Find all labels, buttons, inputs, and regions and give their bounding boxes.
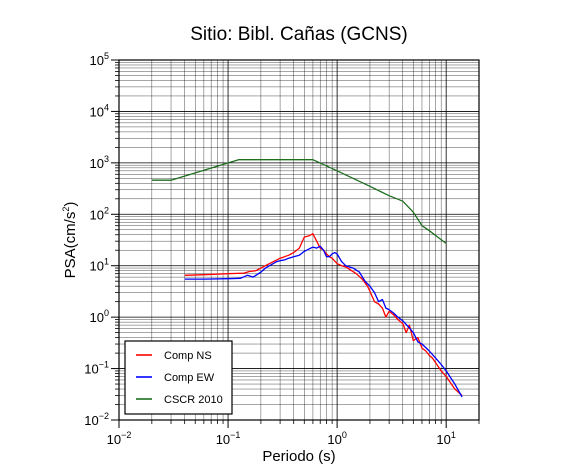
series-lines	[151, 159, 463, 398]
series-line-comp-ew	[184, 245, 463, 398]
y-tick-label: 100	[90, 308, 109, 325]
legend-items: Comp NS Comp EW CSCR 2010	[136, 350, 223, 406]
y-tick-label: 104	[90, 102, 109, 119]
y-tick-labels: 10−2 10−1 100 101 102 103 104 105	[84, 51, 109, 428]
axis-ticks	[111, 59, 480, 428]
chart-title: Sitio: Bibl. Cañas (GCNS)	[190, 24, 408, 45]
x-tick-labels: 10−2 10−1 100 101	[107, 430, 456, 447]
series-line-comp-ns	[184, 233, 463, 396]
legend-label-comp-ns: Comp NS	[164, 350, 212, 362]
plot-frame	[118, 59, 480, 421]
legend: Comp NS Comp EW CSCR 2010	[124, 340, 233, 415]
x-tick-label: 10−1	[216, 430, 241, 447]
series-line-cscr-2010	[151, 159, 447, 245]
legend-label-cscr-2010: CSCR 2010	[164, 394, 223, 406]
x-tick-label: 10−2	[107, 430, 132, 447]
x-tick-label: 101	[436, 430, 455, 447]
x-tick-label: 100	[327, 430, 346, 447]
y-tick-label: 102	[90, 205, 109, 222]
legend-label-comp-ew: Comp EW	[164, 372, 215, 384]
y-tick-label: 10−1	[84, 360, 109, 377]
x-axis-label: Periodo (s)	[262, 448, 335, 465]
y-axis-label: PSA(cm/s2)	[61, 202, 79, 279]
y-tick-label: 103	[90, 154, 109, 171]
y-tick-label: 10−2	[84, 411, 109, 428]
y-tick-label: 101	[90, 257, 109, 274]
y-tick-label: 105	[90, 51, 109, 68]
